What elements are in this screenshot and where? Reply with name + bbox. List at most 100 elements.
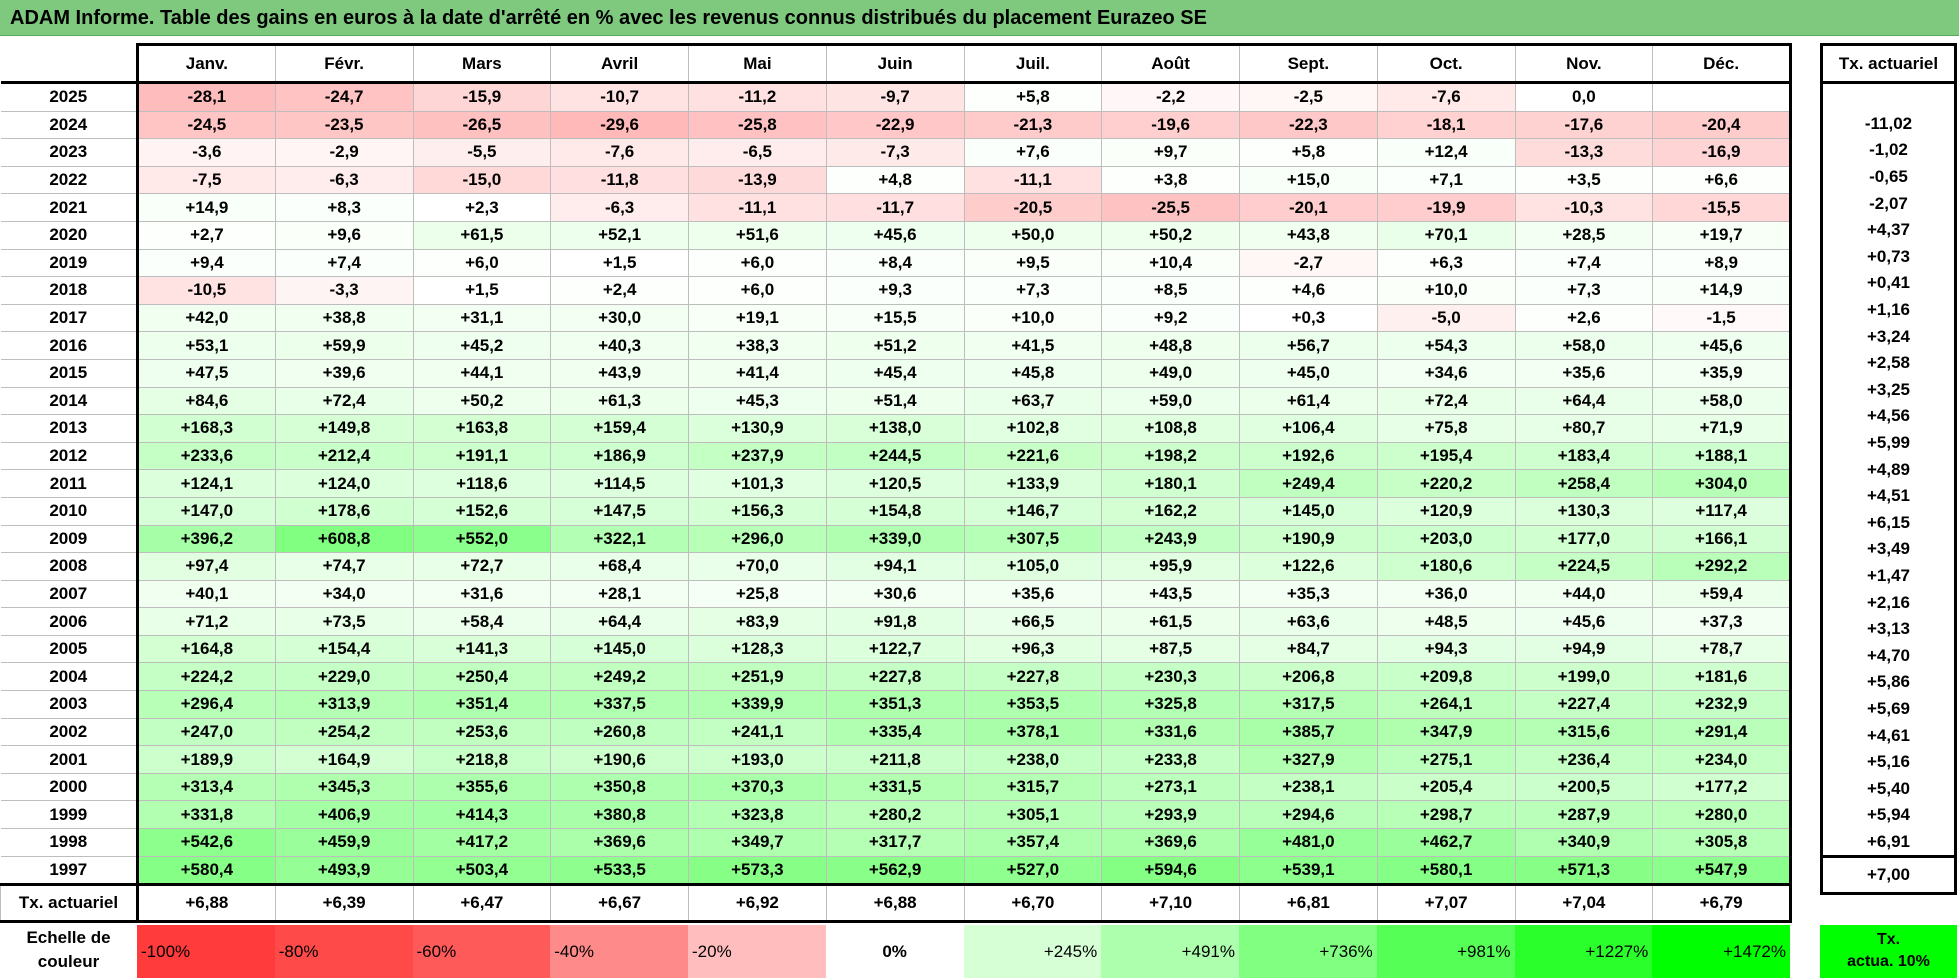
gain-cell[interactable]: +313,4 <box>137 772 276 802</box>
gain-cell[interactable]: +50,2 <box>412 386 552 416</box>
gain-cell[interactable]: +6,6 <box>1652 165 1792 195</box>
gain-cell[interactable]: +15,0 <box>1239 165 1378 195</box>
gain-cell[interactable]: +280,0 <box>1652 800 1792 830</box>
gain-cell[interactable]: +10,0 <box>1376 276 1516 305</box>
gain-cell[interactable]: +414,3 <box>412 800 552 830</box>
gain-cell[interactable]: +527,0 <box>963 855 1103 886</box>
gain-cell[interactable]: +133,9 <box>963 469 1103 498</box>
gain-cell[interactable]: +7,1 <box>1376 165 1516 195</box>
gain-cell[interactable]: +145,0 <box>550 634 689 664</box>
gain-cell[interactable]: -25,5 <box>1101 193 1240 222</box>
gain-cell[interactable]: -20,1 <box>1239 193 1378 222</box>
gain-cell[interactable]: +234,0 <box>1652 745 1792 774</box>
gain-cell[interactable]: -2,9 <box>274 138 414 167</box>
gain-cell[interactable]: -22,9 <box>825 110 965 140</box>
gain-cell[interactable]: +547,9 <box>1652 855 1792 886</box>
gain-cell[interactable]: +6,0 <box>688 276 827 305</box>
gain-cell[interactable]: +287,9 <box>1514 800 1654 830</box>
gain-cell[interactable]: +34,6 <box>1376 358 1516 388</box>
gain-cell[interactable]: +102,8 <box>963 414 1103 443</box>
gain-cell[interactable]: +44,1 <box>412 358 552 388</box>
gain-cell[interactable]: +9,5 <box>963 248 1103 278</box>
gain-cell[interactable]: +339,9 <box>688 690 827 719</box>
gain-cell[interactable]: -6,3 <box>550 193 689 222</box>
gain-cell[interactable]: +237,9 <box>688 441 827 471</box>
gain-cell[interactable]: +61,5 <box>1101 607 1240 636</box>
gain-cell[interactable]: -7,5 <box>137 165 276 195</box>
gain-cell[interactable]: +335,4 <box>825 717 965 747</box>
gain-cell[interactable]: +164,9 <box>274 745 414 774</box>
gain-cell[interactable]: +4,8 <box>825 165 965 195</box>
gain-cell[interactable]: +45,6 <box>825 220 965 250</box>
gain-cell[interactable]: +315,7 <box>963 772 1103 802</box>
gain-cell[interactable]: +70,0 <box>688 552 827 581</box>
gain-cell[interactable]: +41,5 <box>963 331 1103 360</box>
gain-cell[interactable]: +7,3 <box>963 276 1103 305</box>
gain-cell[interactable]: +53,1 <box>137 331 276 360</box>
gain-cell[interactable]: +571,3 <box>1514 855 1654 886</box>
gain-cell[interactable]: +594,6 <box>1101 855 1240 886</box>
gain-cell[interactable]: -11,1 <box>688 193 827 222</box>
gain-cell[interactable]: +117,4 <box>1652 496 1792 526</box>
gain-cell[interactable]: +159,4 <box>550 414 689 443</box>
gain-cell[interactable]: +323,8 <box>688 800 827 830</box>
gain-cell[interactable]: +5,8 <box>1239 138 1378 167</box>
gain-cell[interactable]: +40,3 <box>550 331 689 360</box>
gain-cell[interactable]: +406,9 <box>274 800 414 830</box>
gain-cell[interactable]: +12,4 <box>1376 138 1516 167</box>
gain-cell[interactable]: +189,9 <box>137 745 276 774</box>
gain-cell[interactable]: +10,4 <box>1101 248 1240 278</box>
gain-cell[interactable]: +63,6 <box>1239 607 1378 636</box>
gain-cell[interactable]: +503,4 <box>412 855 552 886</box>
gain-cell[interactable]: -6,5 <box>688 138 827 167</box>
gain-cell[interactable]: +339,0 <box>825 524 965 554</box>
gain-cell[interactable]: +124,0 <box>274 469 414 498</box>
gain-cell[interactable]: +3,8 <box>1101 165 1240 195</box>
gain-cell[interactable]: +385,7 <box>1239 717 1378 747</box>
gain-cell[interactable]: +370,3 <box>688 772 827 802</box>
gain-cell[interactable]: +292,2 <box>1652 552 1792 581</box>
gain-cell[interactable]: +199,0 <box>1514 662 1654 692</box>
gain-cell[interactable]: -3,3 <box>274 276 414 305</box>
gain-cell[interactable]: -25,8 <box>688 110 827 140</box>
gain-cell[interactable]: +9,3 <box>825 276 965 305</box>
gain-cell[interactable]: +8,5 <box>1101 276 1240 305</box>
gain-cell[interactable]: -2,7 <box>1239 248 1378 278</box>
gain-cell[interactable]: +533,5 <box>550 855 689 886</box>
gain-cell[interactable]: -17,6 <box>1514 110 1654 140</box>
gain-cell[interactable]: +211,8 <box>825 745 965 774</box>
gain-cell[interactable]: +106,4 <box>1239 414 1378 443</box>
gain-cell[interactable]: +322,1 <box>550 524 689 554</box>
gain-cell[interactable]: +3,5 <box>1514 165 1654 195</box>
gain-cell[interactable]: +353,5 <box>963 690 1103 719</box>
gain-cell[interactable]: +2,7 <box>137 220 276 250</box>
gain-cell[interactable]: -11,7 <box>825 193 965 222</box>
gain-cell[interactable]: +95,9 <box>1101 552 1240 581</box>
gain-cell[interactable]: +351,4 <box>412 690 552 719</box>
gain-cell[interactable]: +35,9 <box>1652 358 1792 388</box>
gain-cell[interactable]: +180,1 <box>1101 469 1240 498</box>
gain-cell[interactable]: +97,4 <box>137 552 276 581</box>
gain-cell[interactable]: +10,0 <box>963 303 1103 333</box>
gain-cell[interactable]: +154,8 <box>825 496 965 526</box>
gain-cell[interactable]: +9,4 <box>137 248 276 278</box>
gain-cell[interactable]: +227,8 <box>963 662 1103 692</box>
gain-cell[interactable]: +40,1 <box>137 579 276 609</box>
gain-cell[interactable]: +14,9 <box>137 193 276 222</box>
gain-cell[interactable]: +147,0 <box>137 496 276 526</box>
gain-cell[interactable]: -1,5 <box>1652 303 1792 333</box>
gain-cell[interactable]: +84,6 <box>137 386 276 416</box>
gain-cell[interactable]: +84,7 <box>1239 634 1378 664</box>
gain-cell[interactable]: +25,8 <box>688 579 827 609</box>
gain-cell[interactable]: +124,1 <box>137 469 276 498</box>
gain-cell[interactable]: +224,2 <box>137 662 276 692</box>
gain-cell[interactable]: +313,9 <box>274 690 414 719</box>
gain-cell[interactable]: +6,3 <box>1376 248 1516 278</box>
gain-cell[interactable]: +236,4 <box>1514 745 1654 774</box>
gain-cell[interactable]: +72,4 <box>1376 386 1516 416</box>
gain-cell[interactable]: +42,0 <box>137 303 276 333</box>
gain-cell[interactable]: +459,9 <box>274 828 414 857</box>
gain-cell[interactable]: +38,3 <box>688 331 827 360</box>
gain-cell[interactable]: +177,2 <box>1652 772 1792 802</box>
gain-cell[interactable]: +149,8 <box>274 414 414 443</box>
